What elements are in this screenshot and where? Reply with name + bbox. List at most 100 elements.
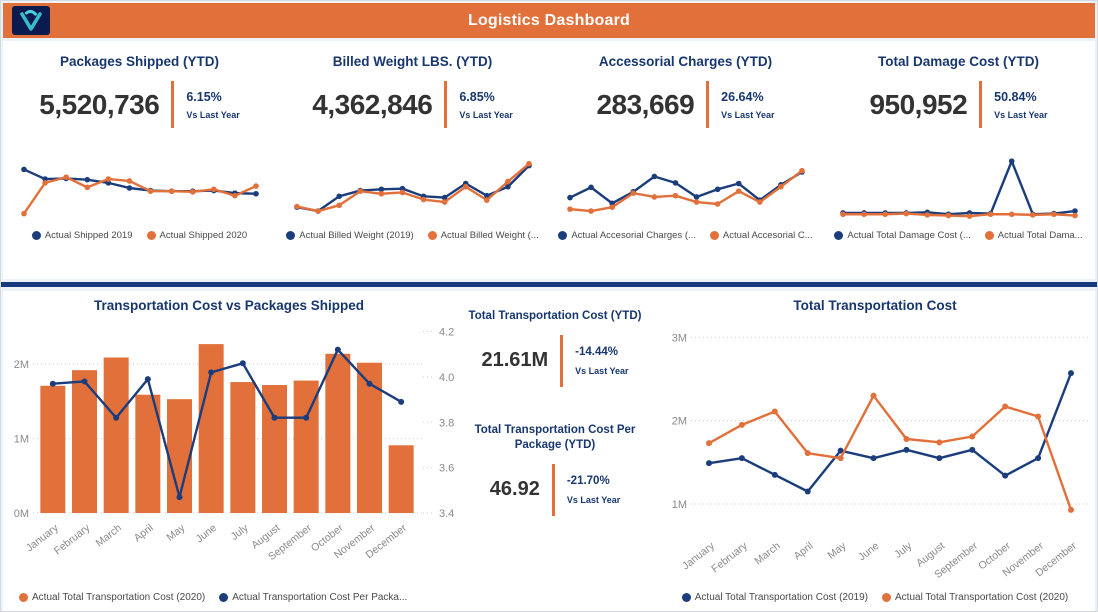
legend-item[interactable]: Actual Accesorial C...: [709, 230, 813, 241]
svg-text:April: April: [132, 522, 156, 544]
svg-text:June: June: [194, 522, 219, 546]
chart-legend: Actual Total Transportation Cost (2019) …: [681, 592, 1068, 603]
kpi-card-total-damage-cost: Total Damage Cost (YTD) 950,952 50.84% V…: [822, 41, 1095, 279]
kpi-value: 46.92: [489, 478, 540, 501]
kpi-card-billed-weight: Billed Weight LBS. (YTD) 4,362,846 6.85%…: [276, 41, 549, 279]
svg-text:April: April: [792, 540, 816, 562]
svg-text:May: May: [825, 539, 849, 561]
chart-title: Transportation Cost vs Packages Shipped: [93, 298, 365, 313]
legend-dot-icon: [219, 593, 229, 602]
kpi-card-accessorial-charges: Accessorial Charges (YTD) 283,669 26.64%…: [549, 41, 822, 279]
kpi-title: Accessorial Charges (YTD): [598, 54, 773, 69]
legend-dot-icon: [882, 593, 891, 602]
vs-last-year-label: Vs Last Year: [566, 494, 621, 505]
svg-text:July: July: [892, 539, 915, 560]
kpi-delta: 6.85%: [459, 89, 495, 104]
legend-dot-icon: [19, 593, 28, 602]
chart-legend: Actual Shipped 2019 Actual Shipped 2020: [31, 230, 247, 241]
accessorial-charges-sparkline-chart[interactable]: [560, 144, 812, 228]
kpi-value: 950,952: [869, 88, 968, 120]
svg-text:March: March: [752, 540, 783, 568]
vs-last-year-label: Vs Last Year: [575, 365, 629, 376]
kpi-delta: 50.84%: [994, 89, 1037, 104]
kpi-value: 283,669: [596, 88, 695, 120]
kpi-cost-per-package: Total Transportation Cost Per Package (Y…: [455, 423, 655, 516]
legend-dot-icon: [146, 231, 156, 240]
svg-text:February: February: [709, 539, 750, 575]
section-divider: [1, 282, 1097, 287]
svg-text:3M: 3M: [672, 332, 687, 344]
svg-text:1M: 1M: [672, 499, 687, 511]
legend-item[interactable]: Actual Total Transportation Cost (2019): [681, 592, 868, 603]
legend-dot-icon: [834, 231, 844, 240]
legend-item[interactable]: Actual Transportation Cost Per Packa...: [219, 592, 407, 603]
legend-dot-icon: [681, 593, 691, 602]
svg-text:2M: 2M: [14, 359, 29, 371]
vs-last-year-label: Vs Last Year: [994, 109, 1048, 120]
kpi-title: Total Damage Cost (YTD): [877, 54, 1039, 69]
legend-item[interactable]: Actual Billed Weight (...: [427, 230, 539, 241]
legend-dot-icon: [31, 231, 41, 240]
legend-item[interactable]: Actual Total Transportation Cost (2020): [19, 592, 205, 603]
kpi-divider: [551, 463, 555, 516]
header-bar: Logistics Dashboard: [3, 3, 1095, 38]
legend-dot-icon: [558, 231, 568, 240]
kpi-total-transportation-cost: Total Transportation Cost (YTD) 21.61M -…: [455, 309, 655, 387]
mid-kpi-panel: Total Transportation Cost (YTD) 21.61M -…: [455, 291, 655, 611]
kpi-value: 21.61M: [481, 349, 549, 372]
svg-text:February: February: [52, 521, 93, 557]
line-chart-panel: Total Transportation Cost 1M 2M 3M January F…: [655, 291, 1095, 611]
page-title: Logistics Dashboard: [467, 11, 631, 29]
svg-text:June: June: [856, 540, 881, 564]
legend-item[interactable]: Actual Total Transportation Cost (2020): [882, 592, 1068, 603]
kpi-value: 5,520,736: [39, 88, 160, 120]
packages-shipped-sparkline-chart[interactable]: [14, 144, 266, 228]
legend-item[interactable]: Actual Total Damage Cost (...: [834, 230, 971, 241]
legend-dot-icon: [984, 231, 994, 240]
total-damage-sparkline-chart[interactable]: [833, 144, 1085, 228]
billed-weight-sparkline-chart[interactable]: [287, 144, 539, 228]
bottom-section: Transportation Cost vs Packages Shipped …: [3, 291, 1095, 611]
chart-legend: Actual Total Transportation Cost (2020) …: [19, 592, 407, 603]
kpi-divider: [706, 81, 710, 128]
kpi-divider: [560, 334, 564, 387]
kpi-title: Total Transportation Cost (YTD): [468, 310, 642, 322]
svg-text:3.4: 3.4: [439, 508, 454, 520]
svg-text:March: March: [94, 522, 125, 550]
kpi-card-packages-shipped: Packages Shipped (YTD) 5,520,736 6.15% V…: [3, 41, 276, 279]
kpi-divider: [444, 81, 448, 128]
kpi-delta: -21.70%: [566, 474, 610, 487]
legend-item[interactable]: Actual Total Dama...: [984, 230, 1083, 241]
vs-last-year-label: Vs Last Year: [721, 109, 775, 120]
svg-text:4.2: 4.2: [439, 327, 454, 339]
chart-legend: Actual Billed Weight (2019) Actual Bille…: [286, 230, 539, 241]
svg-text:July: July: [229, 521, 252, 542]
kpi-divider: [171, 81, 175, 128]
legend-item[interactable]: Actual Accesorial Charges (...: [558, 230, 696, 241]
legend-dot-icon: [709, 231, 719, 240]
legend-item[interactable]: Actual Shipped 2019: [31, 230, 133, 241]
kpi-delta: -14.44%: [575, 345, 619, 358]
company-logo-icon[interactable]: [12, 6, 50, 35]
kpi-value: 4,362,846: [312, 88, 433, 120]
svg-text:1M: 1M: [14, 434, 29, 446]
svg-text:May: May: [164, 521, 188, 543]
chart-legend: Actual Accesorial Charges (... Actual Ac…: [558, 230, 813, 241]
combo-chart-panel: Transportation Cost vs Packages Shipped …: [3, 291, 455, 611]
svg-text:4.0: 4.0: [439, 372, 454, 384]
kpi-divider: [979, 81, 983, 128]
kpi-delta: 6.15%: [186, 89, 222, 104]
legend-item[interactable]: Actual Shipped 2020: [146, 230, 247, 241]
svg-text:3.6: 3.6: [439, 463, 454, 475]
legend-dot-icon: [286, 231, 296, 240]
kpi-delta: 26.64%: [721, 89, 764, 104]
chart-legend: Actual Total Damage Cost (... Actual Tot…: [834, 230, 1083, 241]
vs-last-year-label: Vs Last Year: [186, 109, 240, 120]
kpi-title: Total Transportation Cost Per Package (Y…: [474, 423, 636, 452]
svg-text:2M: 2M: [672, 416, 687, 428]
legend-item[interactable]: Actual Billed Weight (2019): [286, 230, 414, 241]
vs-last-year-label: Vs Last Year: [459, 109, 513, 120]
